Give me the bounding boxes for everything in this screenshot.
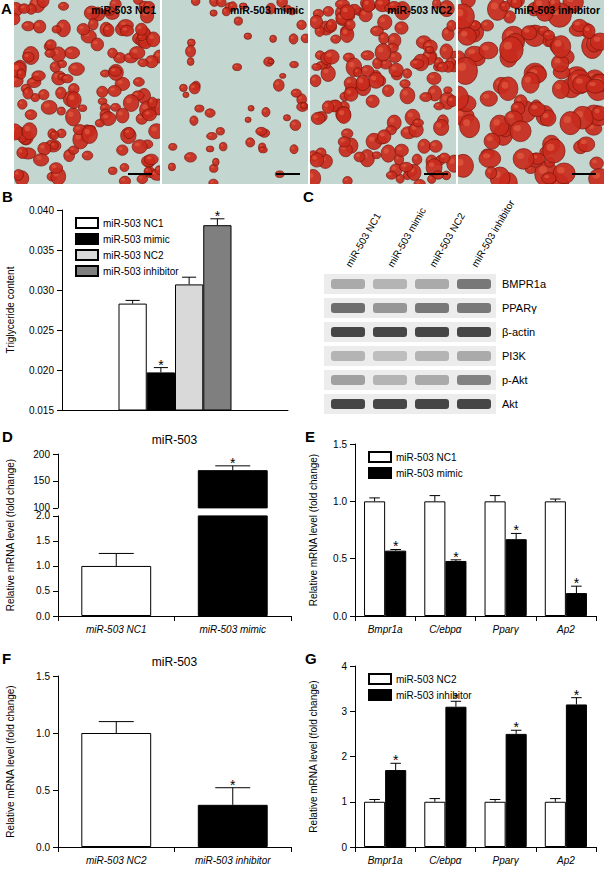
svg-text:miR-503 NC2: miR-503 NC2 xyxy=(86,855,147,866)
svg-text:*: * xyxy=(574,575,580,591)
svg-text:miR-503 inhibitor: miR-503 inhibitor xyxy=(103,266,179,277)
svg-text:*: * xyxy=(215,208,221,224)
svg-text:miR-503: miR-503 xyxy=(152,433,198,447)
svg-text:Ap2: Ap2 xyxy=(556,855,575,866)
svg-text:0: 0 xyxy=(341,842,347,853)
svg-text:miR-503 inhibitor: miR-503 inhibitor xyxy=(514,4,600,16)
svg-text:PI3K: PI3K xyxy=(502,350,527,362)
svg-text:miR-503 mimic: miR-503 mimic xyxy=(396,468,463,479)
svg-text:miR-503 NC2: miR-503 NC2 xyxy=(427,211,467,269)
svg-text:0.5: 0.5 xyxy=(36,585,50,596)
svg-text:2: 2 xyxy=(341,751,347,762)
svg-text:*: * xyxy=(453,549,459,565)
svg-text:0.5: 0.5 xyxy=(36,785,50,796)
html-text:C: C xyxy=(303,188,314,205)
svg-text:0.0: 0.0 xyxy=(36,611,50,622)
svg-text:2.0: 2.0 xyxy=(36,510,50,521)
svg-text:1: 1 xyxy=(341,796,347,807)
svg-text:Triglyceride content: Triglyceride content xyxy=(5,266,16,353)
svg-text:200: 200 xyxy=(33,449,50,460)
svg-text:0.0: 0.0 xyxy=(333,611,347,622)
svg-text:miR-503 mimic: miR-503 mimic xyxy=(199,624,266,635)
svg-text:miR-503 NC2: miR-503 NC2 xyxy=(387,4,452,16)
svg-text:miR-503 mimic: miR-503 mimic xyxy=(385,206,428,269)
html-text:D: D xyxy=(2,428,13,445)
svg-text:miR-503 NC1: miR-503 NC1 xyxy=(396,452,457,463)
svg-text:miR-503 inhibitor: miR-503 inhibitor xyxy=(469,197,517,269)
svg-text:miR-503 NC1: miR-503 NC1 xyxy=(103,218,164,229)
svg-text:C/ebpα: C/ebpα xyxy=(429,855,462,866)
svg-text:miR-503 mimic: miR-503 mimic xyxy=(230,4,304,16)
svg-text:*: * xyxy=(158,357,164,373)
svg-text:100: 100 xyxy=(33,502,50,514)
svg-text:150: 150 xyxy=(33,475,50,486)
svg-text:1.0: 1.0 xyxy=(36,560,50,571)
svg-text:*: * xyxy=(574,687,580,703)
html-text:B: B xyxy=(2,188,13,205)
svg-text:Bmpr1a: Bmpr1a xyxy=(368,855,403,866)
svg-text:Relative mRNA level (fold chan: Relative mRNA level (fold change) xyxy=(308,454,319,606)
svg-text:Pparγ: Pparγ xyxy=(493,624,520,635)
svg-text:Akt: Akt xyxy=(502,398,518,410)
svg-text:1.5: 1.5 xyxy=(333,439,347,450)
svg-text:*: * xyxy=(393,538,399,554)
svg-text:miR-503: miR-503 xyxy=(152,655,198,669)
svg-text:4: 4 xyxy=(341,661,347,672)
svg-text:miR-503 NC2: miR-503 NC2 xyxy=(396,674,457,685)
svg-text:*: * xyxy=(513,522,519,538)
svg-text:0.5: 0.5 xyxy=(333,553,347,564)
svg-text:0.020: 0.020 xyxy=(29,365,54,376)
svg-text:3: 3 xyxy=(341,706,347,717)
svg-text:Pparγ: Pparγ xyxy=(493,855,520,866)
svg-text:Relative mRNA level (fold chan: Relative mRNA level (fold change) xyxy=(5,459,16,611)
svg-text:1.0: 1.0 xyxy=(36,728,50,739)
html-text:G: G xyxy=(305,650,317,667)
svg-text:miR-503 NC1: miR-503 NC1 xyxy=(86,624,147,635)
html-text:F: F xyxy=(2,650,12,667)
svg-text:miR-503 mimic: miR-503 mimic xyxy=(103,234,170,245)
svg-text:1.0: 1.0 xyxy=(333,496,347,507)
svg-text:miR-503 inhibitor: miR-503 inhibitor xyxy=(396,690,472,701)
svg-text:miR-503 NC1: miR-503 NC1 xyxy=(343,211,383,269)
svg-text:0.030: 0.030 xyxy=(29,285,54,296)
svg-text:BMPR1a: BMPR1a xyxy=(502,278,547,290)
svg-text:C/ebpα: C/ebpα xyxy=(429,624,462,635)
svg-text:0.040: 0.040 xyxy=(29,205,54,216)
html-text:A: A xyxy=(1,0,12,17)
svg-text:PPARγ: PPARγ xyxy=(502,302,537,314)
svg-text:*: * xyxy=(230,777,236,793)
svg-text:β-actin: β-actin xyxy=(502,326,535,338)
svg-text:*: * xyxy=(453,690,459,706)
svg-text:*: * xyxy=(513,719,519,735)
svg-text:0.025: 0.025 xyxy=(29,325,54,336)
svg-text:0.015: 0.015 xyxy=(29,405,54,416)
svg-text:*: * xyxy=(230,455,236,471)
svg-text:Bmpr1a: Bmpr1a xyxy=(368,624,403,635)
svg-text:Relative mRNA level (fold chan: Relative mRNA level (fold change) xyxy=(5,685,16,837)
svg-text:1.5: 1.5 xyxy=(36,535,50,546)
svg-text:*: * xyxy=(393,752,399,768)
svg-text:Ap2: Ap2 xyxy=(556,624,575,635)
html-text:E: E xyxy=(305,428,315,445)
svg-text:1.5: 1.5 xyxy=(36,671,50,682)
svg-text:Relative mRNA level (fold chan: Relative mRNA level (fold change) xyxy=(308,680,319,832)
svg-text:miR-503 NC1: miR-503 NC1 xyxy=(91,4,156,16)
svg-text:miR-503 inhibitor: miR-503 inhibitor xyxy=(195,855,271,866)
svg-text:0.035: 0.035 xyxy=(29,245,54,256)
svg-text:0.0: 0.0 xyxy=(36,842,50,853)
svg-text:p-Akt: p-Akt xyxy=(502,374,528,386)
svg-text:miR-503 NC2: miR-503 NC2 xyxy=(103,250,164,261)
